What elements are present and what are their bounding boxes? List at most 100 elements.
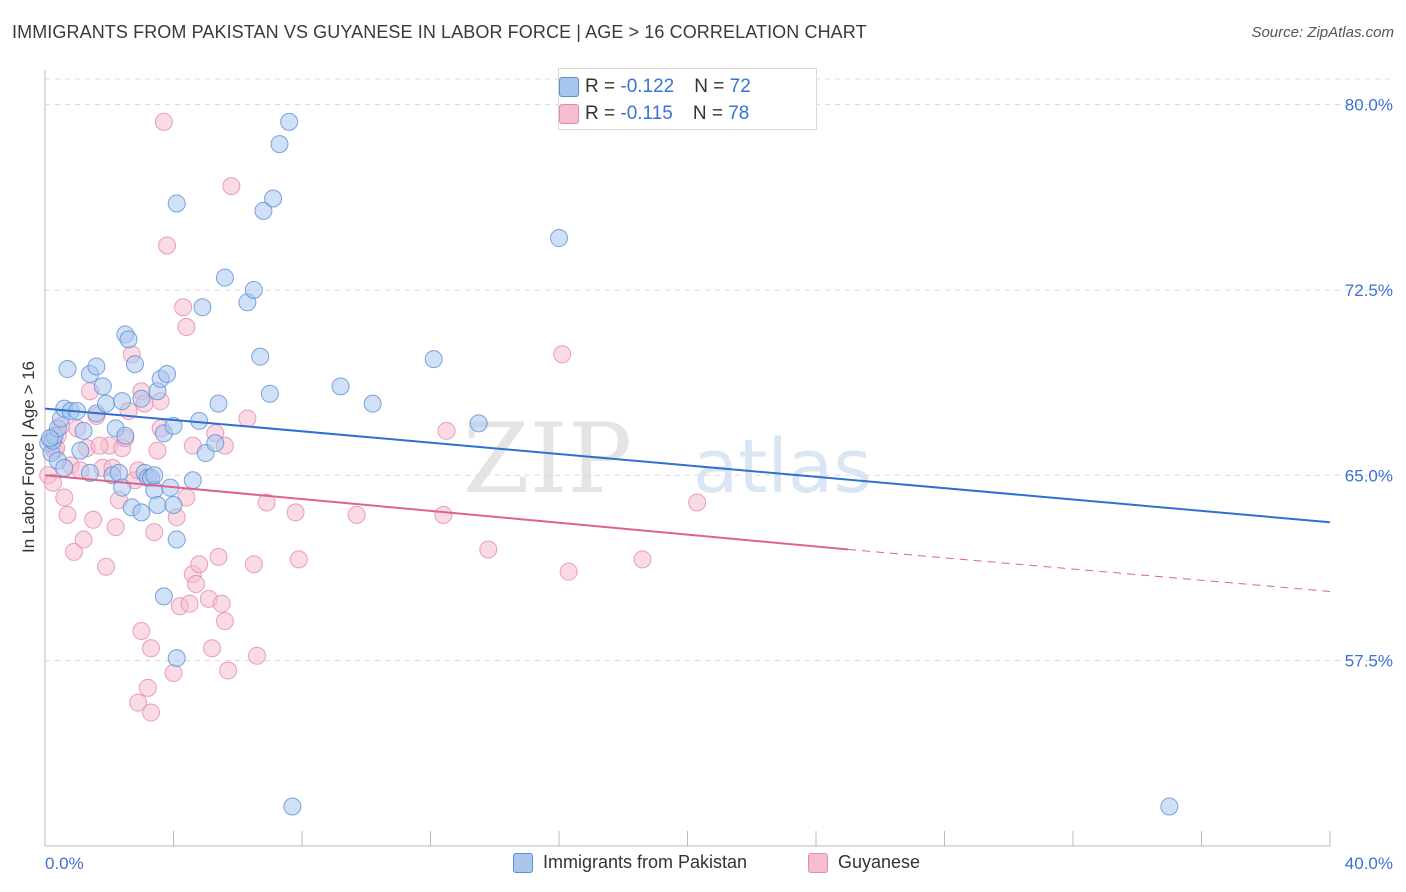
guyanese-point: [215, 612, 234, 631]
y-axis-label: In Labor Force | Age > 16: [19, 361, 38, 553]
guyanese-point: [55, 488, 74, 507]
y-tick-label: 65.0%: [1345, 466, 1393, 485]
series-pakistan: [39, 112, 1179, 816]
r-value: -0.115: [620, 103, 673, 124]
guyanese-point: [164, 664, 183, 683]
guyanese-point: [212, 594, 231, 613]
guyanese-point: [138, 678, 157, 697]
guyanese-point: [238, 409, 257, 428]
guyanese-point: [248, 646, 267, 665]
guyanese-point: [190, 555, 209, 574]
guyanese-trendline: [44, 474, 849, 551]
pakistan-point: [244, 280, 263, 299]
guyanese-point: [434, 505, 453, 524]
pakistan-point: [215, 268, 234, 287]
guyanese-point: [244, 555, 263, 574]
guyanese-point: [174, 298, 193, 317]
y-tick-labels: 57.5% 65.0% 72.5% 80.0%: [1345, 96, 1393, 671]
x-tick-label-start: 0.0%: [45, 854, 84, 873]
guyanese-point: [142, 639, 161, 658]
x-tick-labels: 0.0% 40.0%: [45, 854, 1393, 873]
x-tick-label-end: 40.0%: [1345, 854, 1393, 873]
guyanese-point: [132, 621, 151, 640]
stats-row-guyanese: R = -0.115 N = 78: [559, 101, 749, 127]
guyanese-point: [219, 661, 238, 680]
pakistan-point: [154, 587, 173, 606]
bottom-legend: Immigrants from Pakistan Guyanese: [0, 850, 1406, 880]
pakistan-point: [167, 530, 186, 549]
r-label: R =: [585, 103, 621, 124]
pakistan-point: [209, 394, 228, 413]
pakistan-point: [164, 495, 183, 514]
pakistan-point: [109, 463, 128, 482]
pakistan-point: [58, 360, 77, 379]
pakistan-point: [116, 426, 135, 445]
pakistan-legend-swatch: [513, 852, 533, 873]
r-label: R =: [585, 76, 621, 97]
pakistan-point: [132, 389, 151, 408]
guyanese-point: [142, 703, 161, 722]
pakistan-point: [206, 434, 225, 453]
pakistan-trendline: [44, 407, 1331, 524]
guyanese-point: [74, 530, 93, 549]
guyanese-point: [347, 505, 366, 524]
guyanese-point: [180, 594, 199, 613]
pakistan-point: [80, 463, 99, 482]
n-label: N =: [692, 103, 729, 124]
pakistan-point: [270, 135, 289, 154]
guyanese-point: [145, 523, 164, 542]
pakistan-point: [40, 429, 59, 448]
pakistan-swatch: [559, 77, 579, 97]
guyanese-point: [286, 503, 305, 522]
pakistan-point: [145, 466, 164, 485]
legend-item-pakistan[interactable]: Immigrants from Pakistan: [513, 852, 747, 873]
guyanese-point: [437, 421, 456, 440]
gridlines: [45, 78, 1392, 662]
guyanese-point: [479, 540, 498, 559]
legend-label-pakistan: Immigrants from Pakistan: [543, 852, 748, 872]
legend-item-guyanese[interactable]: Guyanese: [808, 852, 920, 873]
pakistan-point: [283, 797, 302, 816]
guyanese-point: [559, 562, 578, 581]
stats-legend: R = -0.122 N = 72 R = -0.115 N = 78: [558, 68, 817, 130]
guyanese-swatch: [559, 104, 579, 124]
pakistan-point: [148, 495, 167, 514]
guyanese-point: [58, 505, 77, 524]
pakistan-point: [87, 357, 106, 376]
guyanese-point: [106, 518, 125, 537]
pakistan-point: [193, 298, 212, 317]
pakistan-point: [55, 458, 74, 477]
guyanese-point: [148, 441, 167, 460]
pakistan-point: [74, 421, 93, 440]
guyanese-point: [84, 510, 103, 529]
pakistan-point: [164, 416, 183, 435]
stats-row-pakistan: R = -0.122 N = 72: [559, 74, 751, 100]
guyanese-point: [158, 236, 177, 255]
pakistan-point: [469, 414, 488, 433]
pakistan-point: [254, 201, 273, 220]
legend-label-guyanese: Guyanese: [838, 852, 921, 872]
guyanese-point: [203, 639, 222, 658]
guyanese-point: [129, 693, 148, 712]
guyanese-point: [177, 318, 196, 337]
guyanese-point: [222, 177, 241, 196]
guyanese-point: [257, 493, 276, 512]
watermark-atlas: atlas: [693, 424, 872, 510]
guyanese-point: [90, 436, 109, 455]
guyanese-point: [553, 345, 572, 364]
pakistan-point: [158, 364, 177, 383]
watermark: ZIP atlas: [463, 403, 872, 515]
guyanese-point: [186, 575, 205, 594]
pakistan-point: [167, 194, 186, 213]
pakistan-point: [260, 384, 279, 403]
guyanese-point: [97, 557, 116, 576]
chart-title: IMMIGRANTS FROM PAKISTAN VS GUYANESE IN …: [12, 22, 867, 42]
pakistan-point: [167, 649, 186, 668]
pakistan-point: [550, 229, 568, 248]
guyanese-point: [154, 112, 173, 131]
n-label: N =: [694, 76, 730, 97]
pakistan-point: [113, 392, 132, 411]
pakistan-point: [1160, 797, 1179, 816]
pakistan-point: [264, 189, 283, 208]
